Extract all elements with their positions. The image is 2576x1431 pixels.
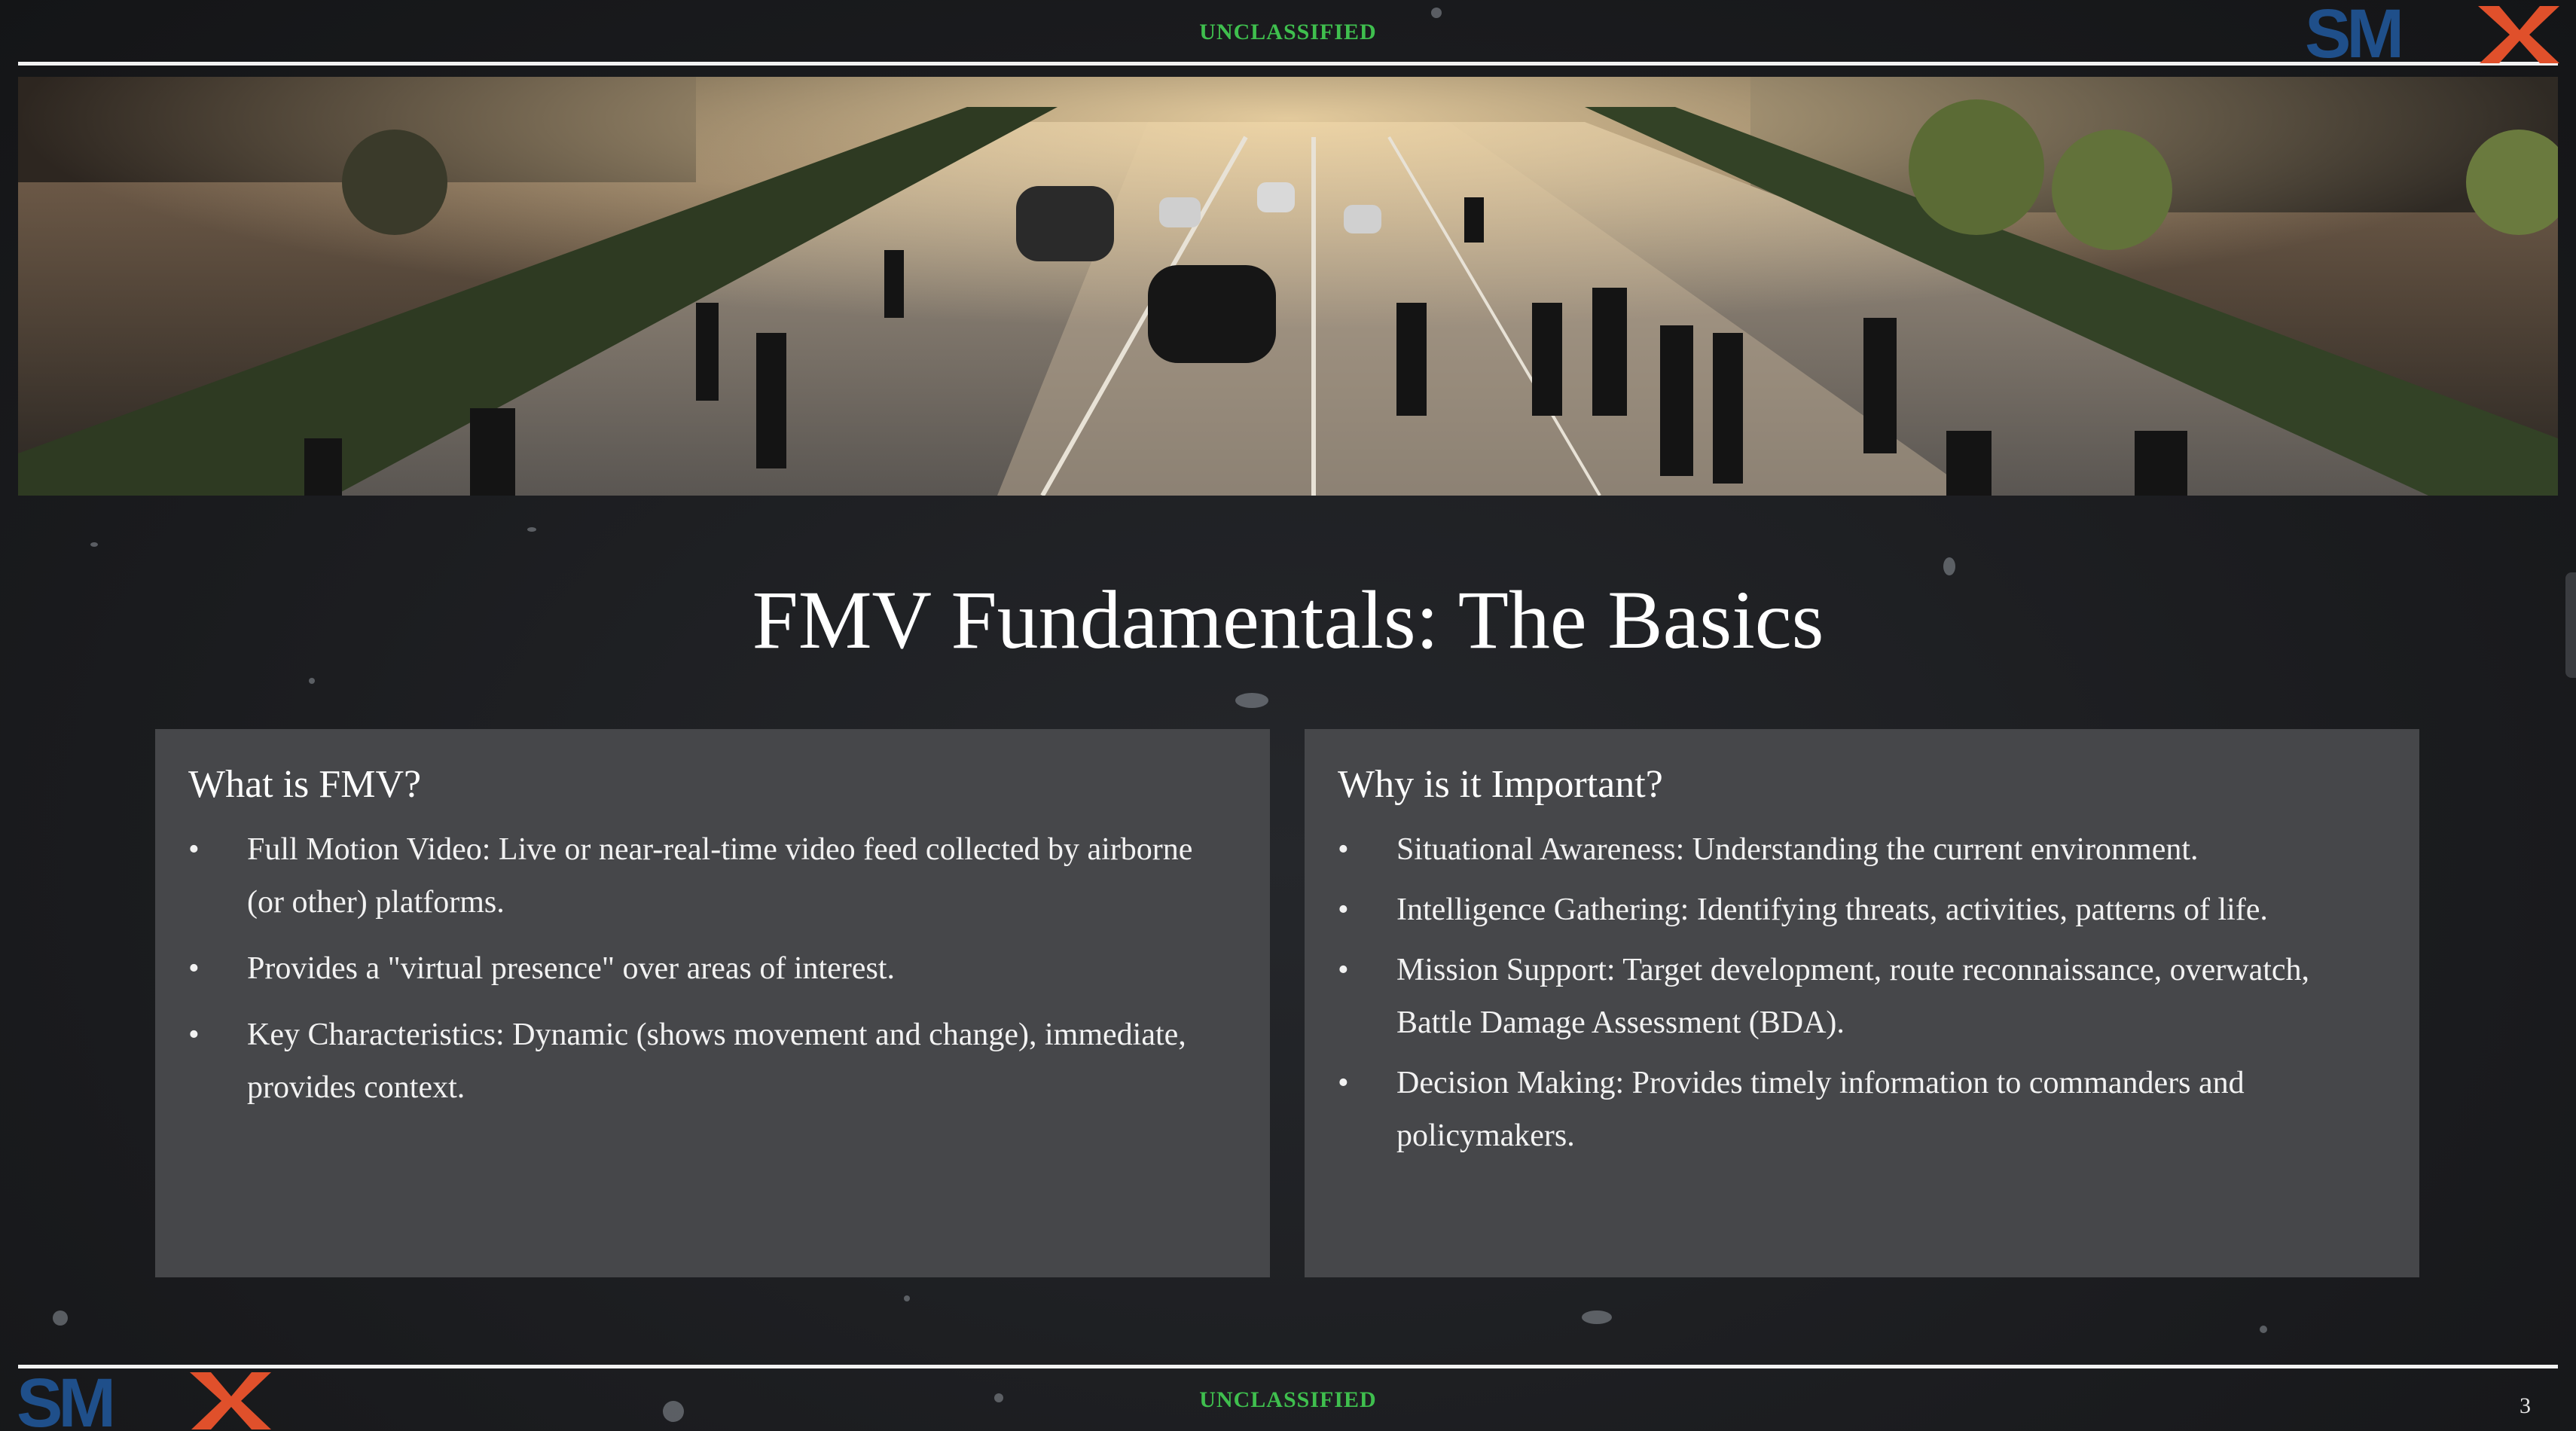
bullet-list: • Full Motion Video: Live or near-real-ti…: [188, 823, 1237, 1114]
header-divider: [18, 62, 2558, 66]
list-item-text: Situational Awareness: Understanding the…: [1396, 832, 2199, 867]
texture-speck: [309, 678, 315, 684]
texture-speck: [994, 1393, 1003, 1402]
list-item-text: Key Characteristics: Dynamic (shows move…: [247, 1018, 1186, 1105]
page-number: 3: [2520, 1393, 2531, 1418]
classification-banner-bottom: UNCLASSIFIED: [1199, 1387, 1377, 1412]
smx-logo-bottom: SM: [17, 1366, 271, 1431]
svg-text:SM: SM: [17, 1366, 111, 1431]
texture-speck: [1431, 8, 1442, 18]
smx-logo-top: SM: [2305, 0, 2559, 65]
list-item: • Intelligence Gathering: Identifying thr…: [1338, 883, 2386, 936]
list-item: • Situational Awareness: Understanding th…: [1338, 823, 2386, 876]
texture-speck: [90, 542, 98, 547]
list-item: • Full Motion Video: Live or near-real-ti…: [188, 823, 1237, 929]
bullet-icon: •: [188, 1018, 200, 1052]
slide-title: FMV Fundamentals: The Basics: [752, 574, 1824, 666]
texture-speck: [53, 1310, 68, 1326]
list-item-text: Mission Support: Target development, rou…: [1396, 953, 2310, 1040]
bullet-icon: •: [1338, 832, 1349, 867]
bullet-icon: •: [188, 832, 200, 867]
list-item-text: Full Motion Video: Live or near-real-tim…: [247, 832, 1193, 920]
bullet-list: • Situational Awareness: Understanding th…: [1338, 823, 2386, 1162]
card-what-is-fmv: What is FMV? • Full Motion Video: Live or…: [155, 729, 1270, 1277]
bullet-icon: •: [1338, 892, 1349, 927]
card-why-important: Why is it Important? • Situational Awaren…: [1305, 729, 2419, 1277]
texture-speck: [904, 1295, 910, 1301]
svg-text:SM: SM: [2305, 0, 2400, 65]
texture-speck: [527, 527, 536, 532]
texture-speck: [663, 1401, 684, 1422]
list-item-text: Intelligence Gathering: Identifying thre…: [1396, 892, 2268, 927]
list-item: • Decision Making: Provides timely inform…: [1338, 1057, 2386, 1162]
hero-image: [18, 77, 2558, 496]
bullet-icon: •: [1338, 953, 1349, 987]
card-heading: What is FMV?: [188, 763, 422, 806]
texture-speck: [1943, 557, 1955, 575]
list-item: • Mission Support: Target development, ro…: [1338, 944, 2386, 1049]
list-item: • Key Characteristics: Dynamic (shows mov…: [188, 1008, 1237, 1114]
list-item-text: Provides a "virtual presence" over areas…: [247, 951, 895, 986]
scroll-handle[interactable]: [2565, 572, 2576, 678]
classification-banner-top: UNCLASSIFIED: [1199, 20, 1377, 44]
card-heading: Why is it Important?: [1338, 763, 1663, 806]
bullet-icon: •: [188, 951, 200, 986]
texture-speck: [1582, 1310, 1612, 1324]
footer-divider: [18, 1365, 2558, 1368]
texture-speck: [1235, 693, 1268, 708]
texture-speck: [2260, 1326, 2267, 1333]
list-item-text: Decision Making: Provides timely informa…: [1396, 1066, 2245, 1153]
list-item: • Provides a "virtual presence" over area…: [188, 942, 1237, 995]
bullet-icon: •: [1338, 1066, 1349, 1100]
